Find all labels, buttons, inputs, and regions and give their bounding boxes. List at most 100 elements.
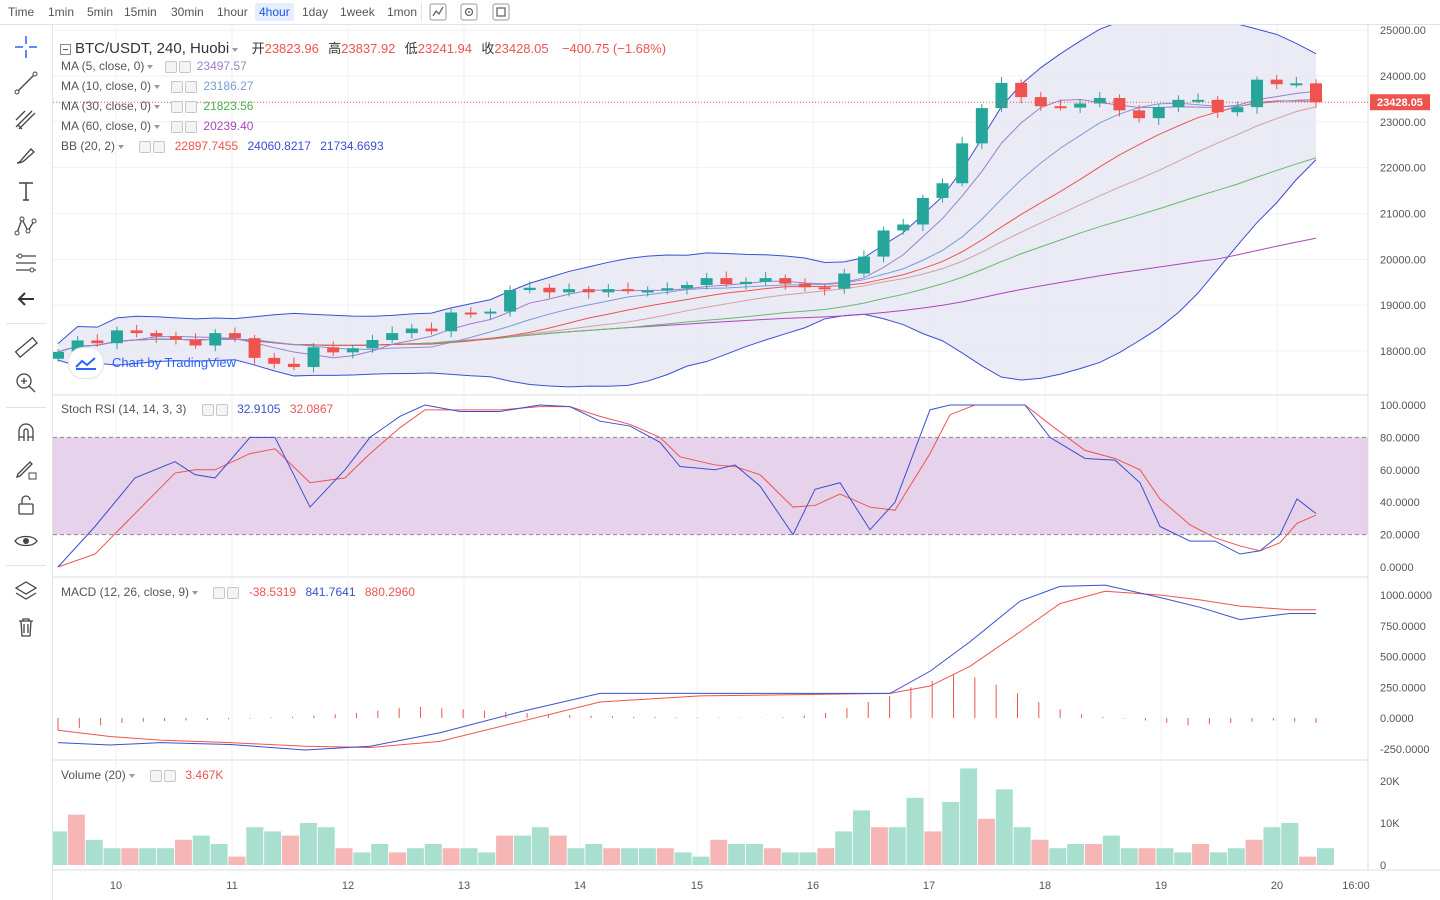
trash-icon[interactable] [12,613,40,641]
candle-body [1211,99,1224,113]
open-value: 23823.96 [264,41,319,56]
crosshair-icon[interactable] [12,33,40,61]
chevron-down-icon[interactable] [147,64,154,69]
volume-legend: Volume (20) 3.467K [61,768,223,782]
price-label: 19000.00 [1380,300,1426,312]
macd-label: 500.0000 [1380,652,1426,664]
chart-area[interactable]: 10 11 12 13 14 15 16 17 18 19 20 16:00 25000.00 24000… [53,25,1440,900]
timeframe-1week[interactable]: 1week [340,5,375,19]
volume-bar [478,852,496,865]
trend-line-icon[interactable] [12,69,40,97]
volume-bar [799,852,817,865]
settings-icon[interactable] [171,100,184,113]
collapse-icon[interactable] [60,44,71,56]
ma-label: MA (5, close, 0) [61,59,145,73]
close-icon[interactable] [227,586,240,599]
close-icon[interactable] [178,60,191,73]
candle-body [268,357,281,364]
close-icon[interactable] [164,769,177,782]
eye-icon[interactable] [12,527,40,555]
pitchfork-icon[interactable] [12,105,40,133]
candle-body [1290,83,1303,86]
close-icon[interactable] [185,120,198,133]
chart-type-icon[interactable] [428,2,448,22]
stoch-k-line [57,404,1317,568]
volume-bar [888,827,906,865]
timeframe-4hour[interactable]: 4hour [255,3,294,21]
timeframe-5min[interactable]: 5min [87,5,114,19]
close-icon[interactable] [215,403,228,416]
stoch-label: 0.0000 [1380,562,1414,574]
pattern-icon[interactable] [12,213,40,241]
chevron-down-icon[interactable] [118,144,125,149]
settings-icon[interactable] [139,140,152,153]
high-label: 高 [328,41,342,56]
toolbar-divider [6,407,46,408]
timeframe-toolbar: Time 1min 5min 15min 30min 1hour 4hour 1day 1wee… [0,0,1440,25]
candle-body [1192,99,1205,102]
timeframe-1day[interactable]: 1day [302,5,329,19]
ruler-icon[interactable] [12,333,40,361]
text-tool-icon[interactable] [12,177,40,205]
settings-icon[interactable] [164,60,177,73]
volume-bar [121,848,139,865]
volume-bar [299,823,317,865]
timeframe-time[interactable]: Time [8,5,35,19]
close-icon[interactable] [153,140,166,153]
chevron-down-icon[interactable] [154,124,161,129]
macd-label: 0.0000 [1380,713,1414,725]
volume-bar [763,848,781,865]
settings-icon[interactable] [171,120,184,133]
magnet-icon[interactable] [12,419,40,447]
fib-retracement-icon[interactable] [12,249,40,277]
macd-signal-line [57,590,1316,749]
ma-legend-row: MA (30, close, 0) 21823.56 [61,99,253,113]
volume-bar [1209,852,1227,865]
brush-icon[interactable] [12,141,40,169]
volume-bar [1245,839,1263,865]
chevron-down-icon[interactable] [154,104,161,109]
chevron-down-icon[interactable] [128,773,135,778]
candle-body [405,328,418,334]
time-label: 12 [342,880,354,892]
volume-pane [53,768,1334,865]
timeframe-1hour[interactable]: 1hour [217,5,248,19]
macd-legend: MACD (12, 26, close, 9) -38.5319 841.764… [61,585,415,599]
candle-body [228,333,241,339]
volume-bar [442,848,460,865]
price-label: 20000.00 [1380,254,1426,266]
settings-icon[interactable] [150,769,163,782]
lock-drawing-icon[interactable] [12,455,40,483]
close-icon[interactable] [185,100,198,113]
price-label: 22000.00 [1380,163,1426,175]
timeframe-1mon[interactable]: 1mon [387,5,418,19]
ma-value: 23186.27 [203,79,254,93]
candle-body [1133,110,1146,119]
settings-icon[interactable] [171,80,184,93]
timeframe-15min[interactable]: 15min [124,5,157,19]
settings-icon[interactable] [459,2,479,22]
layers-icon[interactable] [12,577,40,605]
chevron-down-icon[interactable] [192,590,199,595]
volume-bar [531,827,549,865]
candle-body [897,224,910,231]
lock-icon[interactable] [12,491,40,519]
close-icon[interactable] [185,80,198,93]
volume-bar [1120,848,1138,865]
symbol-title: BTC/USDT, 240, Huobi [75,40,230,57]
bb-label: BB (20, 2) [61,139,116,153]
timeframe-30min[interactable]: 30min [171,5,204,19]
back-arrow-icon[interactable] [12,285,40,313]
price-axis: 10 11 12 13 14 15 16 17 18 19 20 16:00 25000.00 24000… [53,25,1432,892]
zoom-in-icon[interactable] [12,369,40,397]
chevron-down-icon[interactable] [154,84,161,89]
close-label: 收 [481,41,495,56]
chevron-down-icon[interactable] [232,47,239,52]
volume-bar [246,827,264,865]
volume-bar [674,852,692,865]
fullscreen-icon[interactable] [491,2,511,22]
candle-body [739,281,752,285]
settings-icon[interactable] [201,403,214,416]
timeframe-1min[interactable]: 1min [48,5,75,19]
settings-icon[interactable] [213,586,226,599]
